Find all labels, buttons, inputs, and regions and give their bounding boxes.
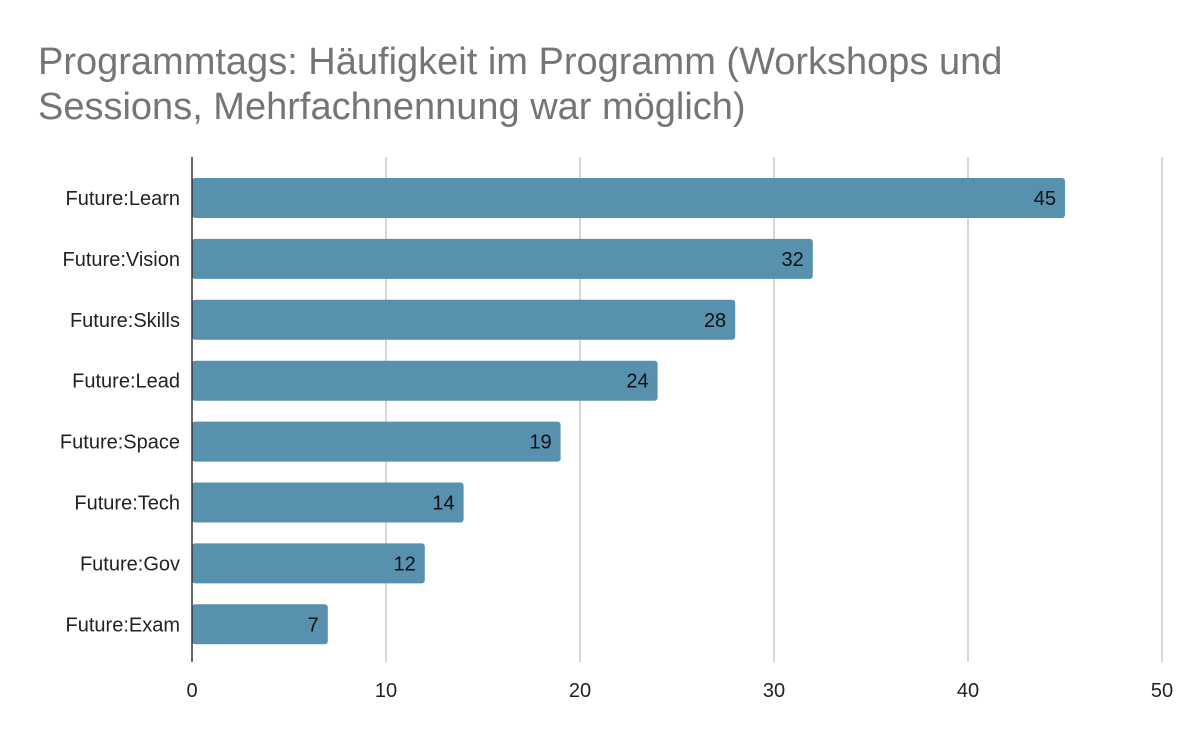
category-label: Future:Exam [66, 614, 180, 636]
x-tick-label: 50 [1151, 680, 1173, 702]
x-tick-label: 30 [763, 680, 785, 702]
category-label: Future:Learn [65, 188, 180, 210]
x-tick-label: 10 [375, 680, 397, 702]
bar [192, 360, 658, 401]
chart-title: Programmtags: Häufigkeit im Programm (Wo… [38, 41, 1003, 128]
x-tick-label: 40 [957, 680, 979, 702]
category-label: Future:Vision [63, 249, 180, 271]
bar [192, 421, 561, 462]
category-label: Future:Space [60, 432, 180, 454]
x-tick-label: 0 [186, 680, 197, 702]
x-tick-label: 20 [569, 680, 591, 702]
bar [192, 178, 1065, 218]
category-label: Future:Skills [70, 310, 180, 332]
data-label: 28 [704, 310, 726, 332]
data-label: 24 [626, 371, 648, 393]
category-label: Future:Tech [74, 493, 180, 515]
data-label: 7 [308, 614, 319, 636]
bar [192, 604, 328, 645]
data-label: 32 [782, 249, 804, 271]
category-label: Future:Gov [80, 553, 180, 575]
bar [192, 238, 813, 279]
bar [192, 543, 425, 584]
data-label: 12 [394, 553, 416, 575]
category-label: Future:Lead [72, 371, 180, 393]
data-label: 45 [1034, 188, 1056, 210]
data-label: 14 [432, 493, 454, 515]
bar [192, 482, 464, 523]
data-label: 19 [529, 432, 551, 454]
bar [192, 299, 736, 340]
